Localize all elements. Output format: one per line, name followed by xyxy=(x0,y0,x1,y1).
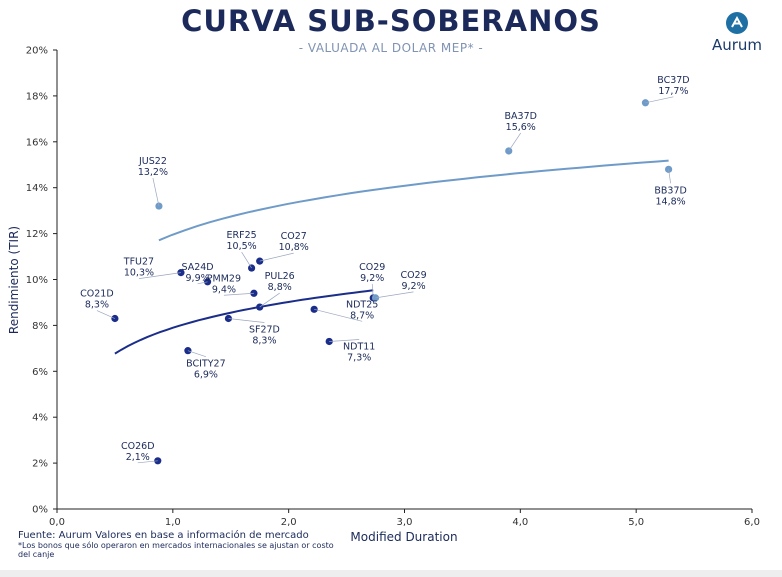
y-tick-label: 20% xyxy=(26,46,48,57)
point-name-label: JUS22 xyxy=(138,156,167,167)
point-value-label: 7,3% xyxy=(347,352,371,363)
trendline xyxy=(158,159,669,242)
chart-subtitle: - VALUADA AL DOLAR MEP* - xyxy=(298,41,484,55)
point-value-label: 10,3% xyxy=(124,268,154,279)
y-tick-label: 14% xyxy=(26,183,48,194)
x-tick-label: 6,0 xyxy=(744,517,760,528)
label-leader-line xyxy=(152,177,160,207)
x-tick-label: 1,0 xyxy=(165,517,181,528)
point-name-label: CO29 xyxy=(400,270,426,281)
point-value-label: 13,2% xyxy=(138,167,168,178)
point-value-label: 8,7% xyxy=(350,310,374,321)
point-name-label: TFU27 xyxy=(123,257,154,268)
point-value-label: 8,3% xyxy=(252,336,276,347)
aurum-logo-text: Aurum xyxy=(711,36,763,54)
y-tick-label: 0% xyxy=(32,505,48,516)
point-name-label: PUL26 xyxy=(265,271,295,282)
label-leader-line xyxy=(96,310,116,319)
x-tick-label: 2,0 xyxy=(281,517,297,528)
point-value-label: 9,2% xyxy=(401,281,425,292)
label-leader-line xyxy=(241,251,252,269)
point-value-label: 2,1% xyxy=(126,452,150,463)
label-leader-line xyxy=(371,283,374,298)
label-leader-line xyxy=(668,169,671,184)
x-tick-label: 0,0 xyxy=(49,517,65,528)
aurum-logo-icon xyxy=(726,12,748,34)
point-name-label: BA37D xyxy=(505,111,537,122)
aurum-logo: Aurum xyxy=(702,12,772,58)
x-tick-label: 5,0 xyxy=(628,517,644,528)
footnote: *Los bonos que sólo operaron en mercados… xyxy=(18,541,334,559)
x-tick-label: 4,0 xyxy=(512,517,528,528)
y-axis-title: Rendimiento (TIR) xyxy=(7,226,21,334)
point-value-label: 8,3% xyxy=(85,300,109,311)
chart-axes: 0% 2% 4% 6% 8% 10% 12% 14% 16% 18% 20% 0,0 1,0 2,0 3,0… xyxy=(26,46,760,529)
point-name-label: SA24D xyxy=(182,262,214,273)
x-tick-label: 3,0 xyxy=(397,517,413,528)
point-value-label: 15,6% xyxy=(506,122,536,133)
y-tick-label: 4% xyxy=(32,413,48,424)
y-tick-label: 8% xyxy=(32,321,48,332)
data-point-sf27d xyxy=(224,314,233,323)
label-leader-line xyxy=(259,252,294,262)
point-name-label: BC37D xyxy=(657,75,689,86)
point-value-label: 10,5% xyxy=(227,241,257,252)
label-leader-line xyxy=(508,132,522,152)
point-name-label: CO26D xyxy=(121,441,155,452)
point-value-label: 9,4% xyxy=(212,284,236,295)
point-value-label: 14,8% xyxy=(656,196,686,207)
y-tick-label: 6% xyxy=(32,367,48,378)
label-leader-line xyxy=(223,292,254,296)
label-leader-line xyxy=(375,291,414,299)
label-leader-line xyxy=(138,272,181,279)
point-value-label: 9,9% xyxy=(186,273,210,284)
point-name-label: CO21D xyxy=(80,289,114,300)
y-tick-label: 16% xyxy=(26,137,48,148)
point-value-label: 6,9% xyxy=(194,370,218,381)
label-leader-line xyxy=(645,96,674,104)
point-value-label: 8,8% xyxy=(268,282,292,293)
source-note: Fuente: Aurum Valores en base a informac… xyxy=(18,530,309,541)
y-tick-label: 2% xyxy=(32,459,48,470)
label-leader-line xyxy=(187,350,207,357)
point-name-label: NDT11 xyxy=(343,341,375,352)
y-tick-label: 12% xyxy=(26,229,48,240)
trendline xyxy=(114,289,374,355)
footer-strip xyxy=(0,570,782,577)
point-name-label: ERF25 xyxy=(227,230,257,241)
label-leader-line xyxy=(314,308,363,322)
point-name-label: NDT25 xyxy=(346,299,378,310)
label-leader-line xyxy=(197,281,208,285)
label-leader-line xyxy=(228,318,265,323)
chart-title: CURVA SUB-SOBERANOS xyxy=(181,4,601,38)
point-name-label: PMM29 xyxy=(207,273,241,284)
point-name-label: CO29 xyxy=(359,262,385,273)
point-name-label: SF27D xyxy=(249,325,280,336)
y-tick-label: 18% xyxy=(26,91,48,102)
label-leader-line xyxy=(329,339,360,342)
y-tick-label: 10% xyxy=(26,275,48,286)
point-name-label: BCITY27 xyxy=(186,359,225,370)
point-value-label: 17,7% xyxy=(658,86,688,97)
trendlines xyxy=(114,159,669,355)
label-leader-line xyxy=(259,292,280,308)
point-value-label: 9,2% xyxy=(360,273,384,284)
point-name-label: BB37D xyxy=(654,185,686,196)
point-value-label: 10,8% xyxy=(279,242,309,253)
label-leader-line xyxy=(137,460,158,464)
x-axis-title: Modified Duration xyxy=(350,530,457,544)
point-labels: CO21D8,3%CO26D2,1%TFU2710,3%SA24D9,9%BCI… xyxy=(80,75,690,464)
point-name-label: CO27 xyxy=(281,231,307,242)
